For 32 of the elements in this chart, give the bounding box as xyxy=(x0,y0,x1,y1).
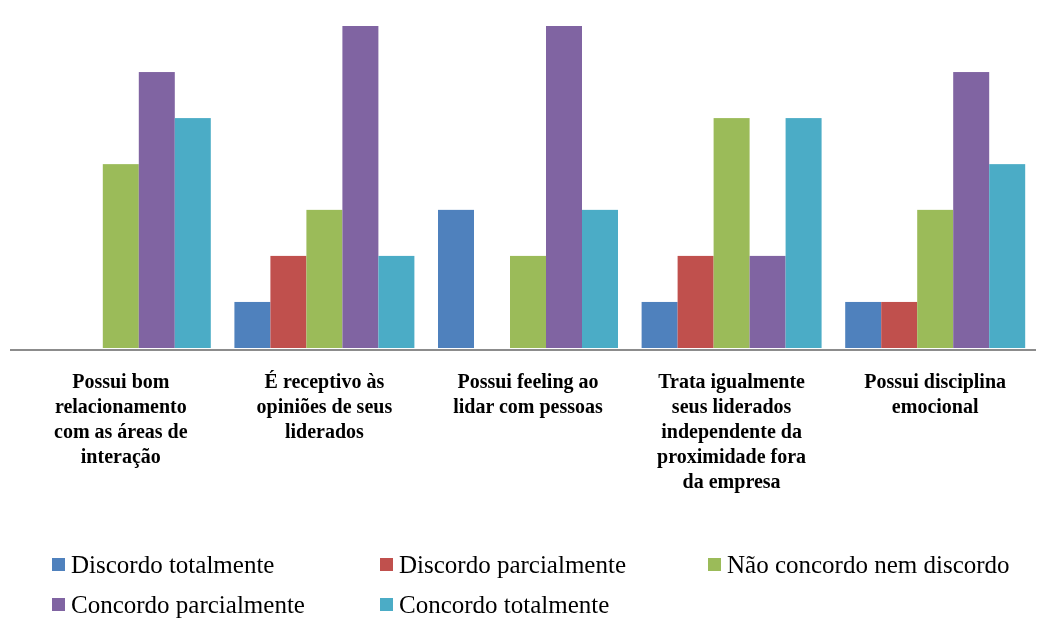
bar xyxy=(378,255,415,348)
bar xyxy=(713,118,750,348)
legend-label: Não concordo nem discordo xyxy=(727,551,1010,578)
bar xyxy=(270,255,307,348)
x-tick-label: É receptivo às opiniões de seus liderados xyxy=(256,370,393,442)
bar xyxy=(174,118,211,348)
bar xyxy=(582,209,618,348)
bar xyxy=(306,209,343,348)
x-tick-label: Possui disciplina emocional xyxy=(864,370,1007,417)
legend-label: Discordo parcialmente xyxy=(399,551,626,578)
bar xyxy=(917,209,954,348)
legend-label: Concordo parcialmente xyxy=(71,591,305,618)
x-tick-label: Possui bom relacionamento com as áreas de interação xyxy=(54,370,188,468)
bar xyxy=(438,209,475,348)
legend-label: Discordo totalmente xyxy=(71,551,275,578)
legend-label: Concordo totalmente xyxy=(399,591,610,618)
bar xyxy=(989,164,1026,348)
x-tick-label: Trata igualmente seus liderados independente da proximidade fora da empresa xyxy=(657,370,807,493)
bar xyxy=(785,118,822,348)
bar xyxy=(953,72,990,348)
bar xyxy=(641,301,678,348)
bar xyxy=(138,72,175,348)
bar xyxy=(510,255,546,348)
bar xyxy=(677,255,714,348)
bar xyxy=(342,26,379,348)
bar xyxy=(845,301,882,348)
x-tick-label: Possui feeling ao lidar com pessoas xyxy=(453,370,604,418)
bar xyxy=(234,301,271,348)
bar xyxy=(749,255,786,348)
bar xyxy=(881,301,918,348)
bar xyxy=(546,26,582,348)
bar xyxy=(102,164,139,348)
